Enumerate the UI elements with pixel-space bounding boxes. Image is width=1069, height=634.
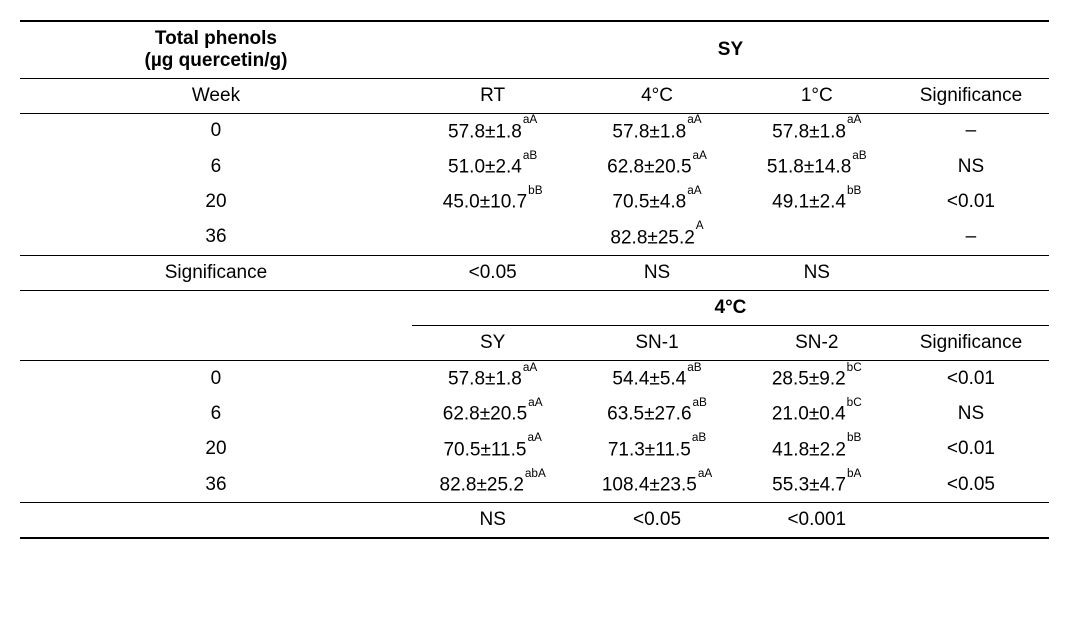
sig-cell: <0.001 bbox=[741, 503, 893, 539]
sig-cell: NS bbox=[741, 256, 893, 291]
cell bbox=[741, 220, 893, 256]
week-label: 6 bbox=[20, 396, 412, 431]
sig-cell bbox=[893, 503, 1049, 539]
top-sig-row: Significance <0.05 NS NS bbox=[20, 256, 1049, 291]
sig-cell: <0.05 bbox=[893, 467, 1049, 503]
table-row: 20 70.5±11.5aA 71.3±11.5aB 41.8±2.2bB <0… bbox=[20, 432, 1049, 467]
cell: 63.5±27.6aB bbox=[573, 396, 740, 431]
cell: 51.8±14.8aB bbox=[741, 149, 893, 184]
col-4c: 4°C bbox=[573, 78, 740, 113]
sig-cell: NS bbox=[893, 149, 1049, 184]
cell: 62.8±20.5aA bbox=[412, 396, 574, 431]
top-subheader-row: Week RT 4°C 1°C Significance bbox=[20, 78, 1049, 113]
col-rt: RT bbox=[412, 78, 574, 113]
table-row: 0 57.8±1.8aA 57.8±1.8aA 57.8±1.8aA – bbox=[20, 113, 1049, 149]
table-title: Total phenols (µg quercetin/g) bbox=[20, 21, 412, 78]
col-sn2: SN-2 bbox=[741, 326, 893, 361]
top-header-row: Total phenols (µg quercetin/g) SY bbox=[20, 21, 1049, 78]
col-sy: SY bbox=[412, 326, 574, 361]
table-row: 36 82.8±25.2abA 108.4±23.5aA 55.3±4.7bA … bbox=[20, 467, 1049, 503]
sig-cell: <0.05 bbox=[573, 503, 740, 539]
sig-label: Significance bbox=[20, 256, 412, 291]
phenols-table: Total phenols (µg quercetin/g) SY Week R… bbox=[20, 20, 1049, 539]
cell: 41.8±2.2bB bbox=[741, 432, 893, 467]
sig-cell bbox=[893, 256, 1049, 291]
sig-cell: <0.01 bbox=[893, 361, 1049, 397]
sig-cell: <0.05 bbox=[412, 256, 574, 291]
cell: 57.8±1.8aA bbox=[573, 113, 740, 149]
cell: 62.8±20.5aA bbox=[573, 149, 740, 184]
sig-label bbox=[20, 503, 412, 539]
sig-cell: NS bbox=[893, 396, 1049, 431]
col-week-label: Week bbox=[20, 78, 412, 113]
week-label: 20 bbox=[20, 432, 412, 467]
title-line1: Total phenols bbox=[155, 28, 277, 49]
cell: 82.8±25.2A bbox=[573, 220, 740, 256]
cell: 82.8±25.2abA bbox=[412, 467, 574, 503]
sig-cell: – bbox=[893, 113, 1049, 149]
week-label: 36 bbox=[20, 467, 412, 503]
cell bbox=[412, 220, 574, 256]
week-label: 36 bbox=[20, 220, 412, 256]
col-sig: Significance bbox=[893, 78, 1049, 113]
group-header-4c: 4°C bbox=[412, 291, 1049, 326]
week-label: 6 bbox=[20, 149, 412, 184]
table-row: 20 45.0±10.7bB 70.5±4.8aA 49.1±2.4bB <0.… bbox=[20, 184, 1049, 219]
table-row: 0 57.8±1.8aA 54.4±5.4aB 28.5±9.2bC <0.01 bbox=[20, 361, 1049, 397]
col-sn1: SN-1 bbox=[573, 326, 740, 361]
bottom-blank bbox=[20, 291, 412, 326]
cell: 28.5±9.2bC bbox=[741, 361, 893, 397]
cell: 57.8±1.8aA bbox=[412, 113, 574, 149]
sig-cell: – bbox=[893, 220, 1049, 256]
sig-cell: NS bbox=[573, 256, 740, 291]
week-label: 20 bbox=[20, 184, 412, 219]
cell: 51.0±2.4aB bbox=[412, 149, 574, 184]
col-1c: 1°C bbox=[741, 78, 893, 113]
table-row: 6 62.8±20.5aA 63.5±27.6aB 21.0±0.4bC NS bbox=[20, 396, 1049, 431]
bottom-header-row: 4°C bbox=[20, 291, 1049, 326]
sig-cell: <0.01 bbox=[893, 184, 1049, 219]
cell: 54.4±5.4aB bbox=[573, 361, 740, 397]
cell: 57.8±1.8aA bbox=[741, 113, 893, 149]
week-label: 0 bbox=[20, 113, 412, 149]
cell: 57.8±1.8aA bbox=[412, 361, 574, 397]
cell: 21.0±0.4bC bbox=[741, 396, 893, 431]
group-header-sy: SY bbox=[412, 21, 1049, 78]
week-label: 0 bbox=[20, 361, 412, 397]
title-line2: (µg quercetin/g) bbox=[145, 50, 288, 71]
cell: 49.1±2.4bB bbox=[741, 184, 893, 219]
col-sig: Significance bbox=[893, 326, 1049, 361]
cell: 71.3±11.5aB bbox=[573, 432, 740, 467]
bottom-blank2 bbox=[20, 326, 412, 361]
cell: 70.5±4.8aA bbox=[573, 184, 740, 219]
cell: 70.5±11.5aA bbox=[412, 432, 574, 467]
sig-cell: <0.01 bbox=[893, 432, 1049, 467]
cell: 45.0±10.7bB bbox=[412, 184, 574, 219]
table-row: 6 51.0±2.4aB 62.8±20.5aA 51.8±14.8aB NS bbox=[20, 149, 1049, 184]
bottom-subheader-row: SY SN-1 SN-2 Significance bbox=[20, 326, 1049, 361]
table-row: 36 82.8±25.2A – bbox=[20, 220, 1049, 256]
sig-cell: NS bbox=[412, 503, 574, 539]
cell: 108.4±23.5aA bbox=[573, 467, 740, 503]
cell: 55.3±4.7bA bbox=[741, 467, 893, 503]
bottom-sig-row: NS <0.05 <0.001 bbox=[20, 503, 1049, 539]
